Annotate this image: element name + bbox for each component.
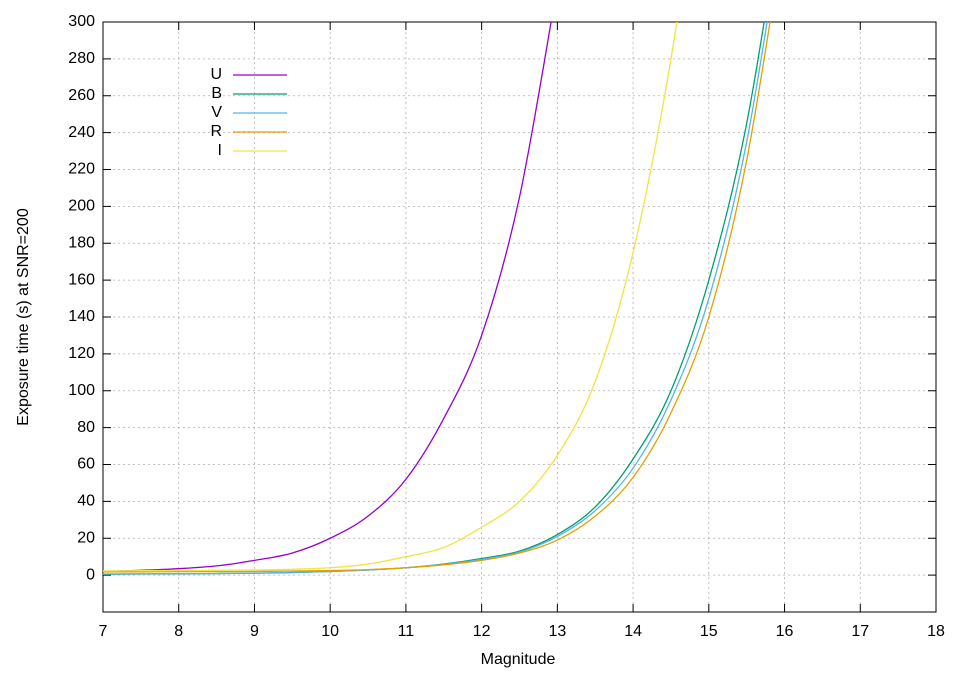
x-axis-label: Magnitude bbox=[481, 651, 556, 668]
legend-label: R bbox=[210, 123, 222, 140]
x-tick-label: 18 bbox=[927, 623, 945, 640]
x-tick-label: 12 bbox=[473, 623, 491, 640]
plot-frame bbox=[102, 21, 937, 613]
x-tick-label: 7 bbox=[99, 623, 108, 640]
series-line bbox=[103, 22, 678, 572]
y-tick-label: 180 bbox=[68, 234, 95, 251]
legend-label: U bbox=[210, 66, 222, 83]
y-tick-label: 20 bbox=[77, 529, 95, 546]
x-tick-label: 8 bbox=[174, 623, 183, 640]
y-tick-label: 140 bbox=[68, 308, 95, 325]
x-tick-label: 11 bbox=[398, 623, 415, 640]
y-axis-label: Exposure time (s) at SNR=200 bbox=[15, 208, 32, 426]
plot-area bbox=[103, 22, 771, 575]
y-tick-label: 40 bbox=[77, 493, 95, 510]
y-tick-label: 200 bbox=[68, 198, 95, 215]
x-tick-label: 16 bbox=[776, 623, 794, 640]
y-tick-label: 160 bbox=[68, 271, 95, 288]
x-tick-label: 9 bbox=[250, 623, 259, 640]
x-tick-label: 10 bbox=[321, 623, 339, 640]
y-tick-label: 300 bbox=[68, 13, 95, 30]
y-tick-label: 80 bbox=[77, 419, 95, 436]
series-line bbox=[103, 22, 552, 573]
y-tick-label: 240 bbox=[68, 124, 95, 141]
y-tick-label: 280 bbox=[68, 50, 95, 67]
legend-label: V bbox=[211, 104, 222, 121]
legend-label: I bbox=[218, 142, 222, 159]
series-line bbox=[103, 22, 771, 573]
y-tick-label: 220 bbox=[68, 161, 95, 178]
x-tick-label: 17 bbox=[851, 623, 869, 640]
series-line bbox=[103, 22, 765, 575]
y-tick-label: 260 bbox=[68, 87, 95, 104]
legend-label: B bbox=[211, 85, 222, 102]
x-tick-label: 14 bbox=[624, 623, 642, 640]
x-tick-label: 15 bbox=[700, 623, 718, 640]
x-tick-label: 13 bbox=[548, 623, 566, 640]
y-tick-label: 0 bbox=[86, 566, 95, 583]
series-line bbox=[103, 22, 768, 575]
y-tick-label: 100 bbox=[68, 382, 95, 399]
y-tick-label: 60 bbox=[77, 456, 95, 473]
y-tick-label: 120 bbox=[68, 345, 95, 362]
